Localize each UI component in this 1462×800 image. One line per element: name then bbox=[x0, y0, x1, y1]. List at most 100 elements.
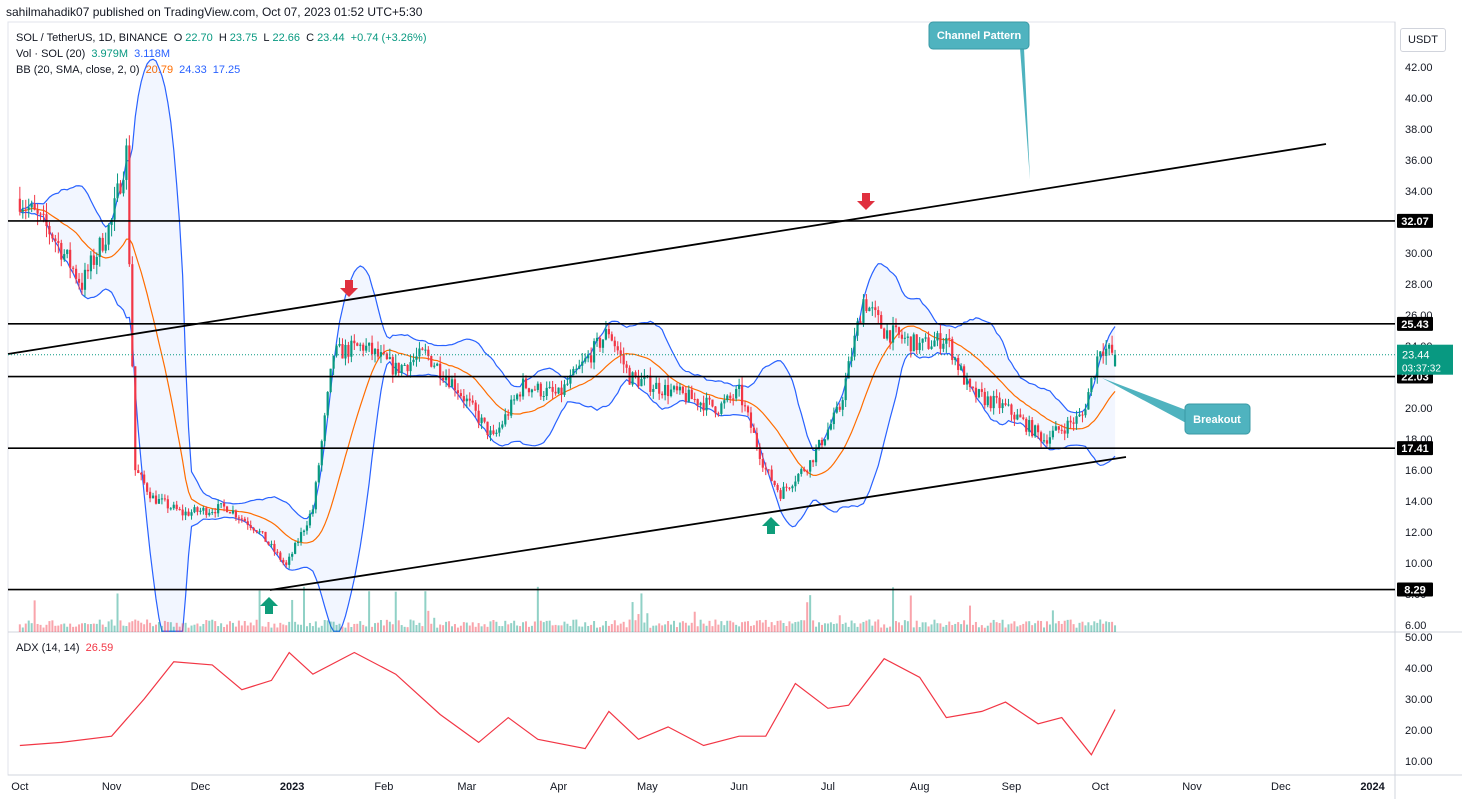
volume-bar bbox=[1063, 620, 1066, 632]
volume-bar bbox=[525, 621, 527, 632]
volume-bar bbox=[681, 621, 684, 632]
candle-body bbox=[1081, 414, 1084, 416]
candle-body bbox=[785, 486, 788, 488]
volume-bar bbox=[1034, 623, 1037, 632]
volume-bar bbox=[335, 624, 338, 632]
volume-bar bbox=[1010, 623, 1013, 632]
volume-bar bbox=[853, 623, 856, 632]
candle-body bbox=[957, 357, 960, 370]
candle-body bbox=[518, 394, 522, 397]
time-tick-label: Jul bbox=[821, 781, 835, 793]
adx-tick-label: 40.00 bbox=[1405, 663, 1433, 675]
volume-bar bbox=[868, 619, 871, 632]
candle-body bbox=[1099, 351, 1102, 357]
last-price-label-box bbox=[1397, 344, 1453, 375]
candle-body bbox=[832, 412, 835, 425]
ohlc-open-label: O bbox=[173, 32, 183, 44]
candle-body bbox=[234, 510, 238, 518]
volume-bar bbox=[379, 620, 382, 632]
currency-button[interactable]: USDT bbox=[1400, 28, 1446, 52]
candle-body bbox=[243, 518, 246, 522]
candle-body bbox=[933, 340, 936, 347]
volume-bar bbox=[196, 623, 199, 632]
volume-bar bbox=[205, 620, 208, 632]
candle-body bbox=[903, 337, 906, 339]
volume-bar bbox=[782, 622, 785, 632]
candle-body bbox=[640, 379, 643, 387]
volume-bar bbox=[906, 621, 909, 632]
volume-bar bbox=[622, 621, 625, 632]
volume-bar bbox=[942, 626, 945, 632]
candle-body bbox=[48, 226, 51, 235]
candle-body bbox=[1028, 420, 1031, 432]
symbol-line[interactable]: SOL / TetherUS, 1D, BINANCE bbox=[16, 32, 168, 44]
candle-body bbox=[655, 382, 658, 389]
volume-bar bbox=[294, 621, 297, 632]
candle-body bbox=[394, 362, 397, 375]
candle-body bbox=[311, 509, 314, 514]
candle-body bbox=[1072, 422, 1075, 424]
volume-bar bbox=[874, 621, 877, 632]
volume-legend[interactable]: Vol · SOL (20) 3.979M 3.118M bbox=[16, 48, 173, 60]
price-tick-label: 10.00 bbox=[1405, 558, 1433, 570]
candle-body bbox=[288, 556, 291, 565]
bb-legend[interactable]: BB (20, SMA, close, 2, 0) 20.79 24.33 17… bbox=[16, 64, 243, 76]
volume-bar bbox=[960, 624, 963, 632]
breakout-label: Breakout bbox=[1193, 414, 1241, 426]
candle-body bbox=[21, 209, 24, 212]
candle-body bbox=[797, 473, 800, 482]
candle-body bbox=[829, 424, 832, 430]
volume-bar bbox=[732, 622, 735, 632]
candle-body bbox=[128, 145, 131, 265]
candle-body bbox=[308, 513, 312, 526]
volume-value: 3.979M bbox=[91, 48, 129, 60]
volume-bar bbox=[365, 626, 368, 632]
candle-body bbox=[373, 348, 377, 355]
candle-body bbox=[761, 458, 764, 468]
candle-body bbox=[800, 469, 803, 474]
price-tick-label: 42.00 bbox=[1405, 62, 1433, 74]
volume-bar bbox=[249, 622, 252, 632]
volume-bar bbox=[729, 620, 732, 632]
candle-body bbox=[450, 379, 454, 387]
candle-body bbox=[489, 430, 492, 436]
volume-bar bbox=[113, 625, 116, 632]
resistance-touch-arrow bbox=[857, 193, 875, 210]
candle-body bbox=[711, 399, 714, 407]
volume-bar bbox=[613, 620, 616, 632]
volume-bar bbox=[252, 625, 255, 632]
adx-value: 26.59 bbox=[85, 642, 114, 654]
candle-body bbox=[995, 395, 998, 398]
volume-bar bbox=[234, 626, 237, 632]
candle-body bbox=[592, 341, 596, 363]
candle-body bbox=[347, 344, 350, 357]
candle-body bbox=[1057, 426, 1060, 430]
volume-bar bbox=[1037, 620, 1040, 632]
volume-bar bbox=[850, 620, 853, 632]
adx-legend[interactable]: ADX (14, 14) 26.59 bbox=[16, 642, 116, 654]
volume-bar bbox=[522, 622, 525, 632]
volume-bar bbox=[332, 621, 335, 632]
candle-body bbox=[1105, 348, 1108, 356]
volume-bar bbox=[862, 621, 865, 632]
volume-bar bbox=[107, 621, 110, 632]
volume-bar bbox=[711, 626, 714, 632]
candle-body bbox=[98, 237, 101, 257]
time-tick-label: Dec bbox=[191, 781, 211, 793]
candle-body bbox=[140, 473, 143, 475]
volume-bar bbox=[468, 625, 471, 632]
candle-body bbox=[687, 389, 690, 402]
volume-bar bbox=[847, 626, 850, 632]
candle-body bbox=[365, 345, 368, 351]
volume-bar bbox=[957, 622, 960, 632]
volume-bar bbox=[889, 626, 892, 632]
ohlc-high: 23.75 bbox=[229, 32, 258, 44]
volume-bar bbox=[930, 624, 933, 632]
candle-body bbox=[279, 552, 282, 560]
volume-bar bbox=[835, 623, 838, 632]
volume-bar bbox=[779, 620, 782, 632]
candle-body bbox=[874, 307, 877, 311]
volume-bar bbox=[1111, 621, 1114, 632]
candle-body bbox=[702, 402, 705, 411]
